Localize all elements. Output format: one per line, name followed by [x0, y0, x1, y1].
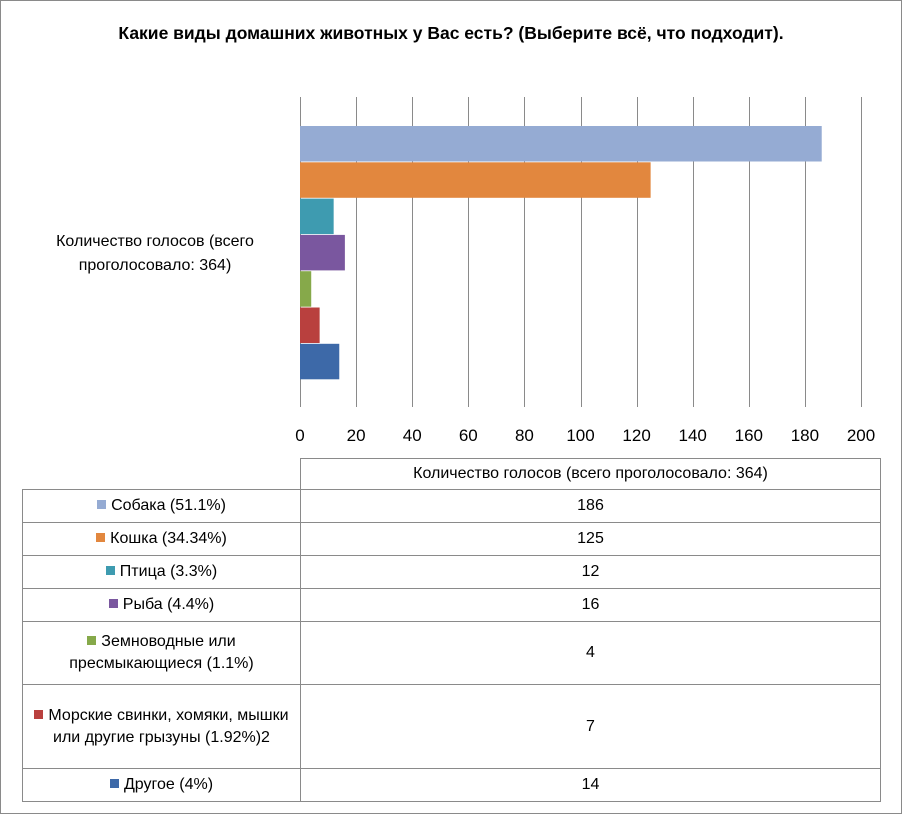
legend-entry: Земноводные или пресмыкающиеся (1.1%)	[22, 621, 301, 685]
value-cell: 4	[300, 621, 881, 685]
legend-entry: Птица (3.3%)	[22, 555, 301, 589]
legend-entry: Другое (4%)	[22, 768, 301, 802]
legend-swatch	[109, 779, 119, 788]
legend-swatch	[87, 636, 97, 645]
value-cell: 12	[300, 555, 881, 589]
value-cell: 14	[300, 768, 881, 802]
bar	[300, 307, 320, 343]
table-corner	[22, 458, 301, 490]
x-tick-label: 120	[622, 426, 650, 445]
legend-label: Рыба (4.4%)	[122, 596, 215, 613]
category-axis-label: Количество голосов (всего проголосовало:…	[56, 233, 254, 274]
bar	[300, 162, 651, 198]
legend-label: Кошка (34.34%)	[110, 530, 227, 547]
table-header: Количество голосов (всего проголосовало:…	[300, 458, 881, 490]
legend-label: Земноводные или пресмыкающиеся (1.1%)	[69, 633, 254, 672]
table-row: Кошка (34.34%) 125	[22, 522, 881, 556]
legend-entry: Кошка (34.34%)	[22, 522, 301, 556]
bar-plot: 0 20 40 60 80 100 120 140 160 180 200	[295, 97, 875, 445]
value-cell: 7	[300, 684, 881, 769]
x-tick-label: 0	[295, 426, 304, 445]
legend-label: Морские свинки, хомяки, мышки или другие…	[48, 706, 289, 746]
x-tick-label: 80	[515, 426, 534, 445]
x-tick-label: 160	[735, 426, 763, 445]
table-header-row: Количество голосов (всего проголосовало:…	[22, 458, 881, 490]
x-tick-label: 100	[566, 426, 594, 445]
table-row: Рыба (4.4%) 16	[22, 588, 881, 622]
table-row: Птица (3.3%) 12	[22, 555, 881, 589]
table-row: Земноводные или пресмыкающиеся (1.1%) 4	[22, 621, 881, 685]
x-tick-label: 40	[403, 426, 422, 445]
legend-label: Собака (51.1%)	[111, 497, 226, 514]
x-tick-label: 140	[679, 426, 707, 445]
x-tick-labels: 0 20 40 60 80 100 120 140 160 180 200	[295, 426, 875, 445]
x-tick-label: 60	[459, 426, 478, 445]
value-cell: 125	[300, 522, 881, 556]
bar	[300, 126, 822, 162]
legend-entry: Собака (51.1%)	[22, 489, 301, 523]
value-cell: 186	[300, 489, 881, 523]
chart-title: Какие виды домашних животных у Вас есть?…	[118, 23, 784, 43]
legend-label: Другое (4%)	[123, 776, 214, 793]
x-tick-label: 200	[847, 426, 875, 445]
legend-entry: Морские свинки, хомяки, мышки или другие…	[22, 684, 301, 769]
table-row: Морские свинки, хомяки, мышки или другие…	[22, 684, 881, 769]
bar	[300, 234, 345, 271]
legend-entry: Рыба (4.4%)	[22, 588, 301, 622]
x-tick-label: 20	[347, 426, 366, 445]
legend-swatch	[97, 500, 107, 509]
x-tick-label: 180	[791, 426, 819, 445]
table-row: Собака (51.1%) 186	[22, 489, 881, 523]
data-table: Количество голосов (всего проголосовало:…	[22, 458, 881, 802]
table-row: Другое (4%) 14	[22, 768, 881, 802]
value-cell: 16	[300, 588, 881, 622]
legend-swatch	[34, 709, 44, 719]
legend-swatch	[105, 566, 115, 575]
bar	[300, 343, 340, 380]
bars	[300, 126, 822, 380]
bar	[300, 271, 312, 307]
legend-label: Птица (3.3%)	[119, 563, 218, 580]
legend-swatch	[96, 533, 106, 542]
bar	[300, 198, 334, 235]
legend-swatch	[108, 599, 118, 608]
